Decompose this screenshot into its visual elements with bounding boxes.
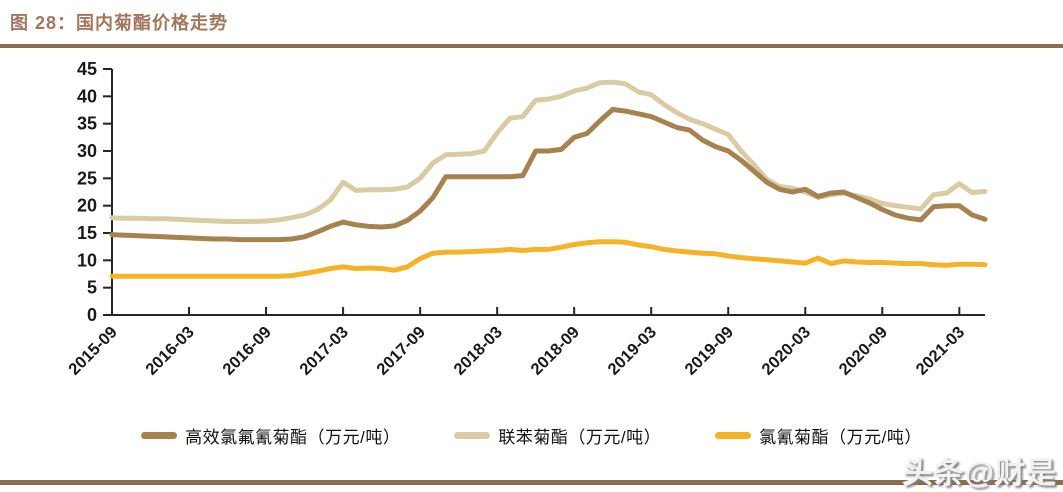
legend-label: 氯氰菊酯（万元/吨） xyxy=(759,427,922,447)
svg-text:2015-09: 2015-09 xyxy=(65,323,121,379)
legend-label: 高效氯氟氰菊酯（万元/吨） xyxy=(185,427,401,447)
svg-text:2019-03: 2019-03 xyxy=(604,323,660,379)
page-title: 图 28：国内菊酯价格走势 xyxy=(10,13,229,33)
svg-text:2018-09: 2018-09 xyxy=(527,323,583,379)
legend-swatch-yellow xyxy=(715,431,752,439)
legend-swatch-beige xyxy=(454,431,491,439)
svg-text:2017-03: 2017-03 xyxy=(296,323,352,379)
svg-text:25: 25 xyxy=(77,168,97,188)
svg-text:45: 45 xyxy=(77,59,97,79)
svg-text:30: 30 xyxy=(77,141,97,161)
svg-text:15: 15 xyxy=(77,223,97,243)
chart-legend: 高效氯氟氰菊酯（万元/吨） 联苯菊酯（万元/吨） 氯氰菊酯（万元/吨） xyxy=(0,416,1063,454)
legend-item-cypermethrin: 氯氰菊酯（万元/吨） xyxy=(715,423,922,448)
svg-text:40: 40 xyxy=(77,86,97,106)
svg-text:20: 20 xyxy=(77,196,97,216)
title-divider xyxy=(0,44,1063,48)
legend-swatch-brown xyxy=(141,431,178,439)
svg-text:2016-03: 2016-03 xyxy=(142,323,198,379)
svg-text:2018-03: 2018-03 xyxy=(450,323,506,379)
legend-item-lambda-cyhalothrin: 高效氯氟氰菊酯（万元/吨） xyxy=(141,423,400,448)
svg-text:2020-03: 2020-03 xyxy=(759,323,815,379)
chart-area: 0 5 10 15 20 25 30 35 40 45 2015-09 2016-03 2016-09 2… xyxy=(0,48,1063,414)
legend-label: 联苯菊酯（万元/吨） xyxy=(498,427,662,447)
svg-text:10: 10 xyxy=(77,250,97,270)
svg-text:0: 0 xyxy=(87,305,97,325)
watermark: 头条@财是 xyxy=(902,457,1057,490)
svg-text:35: 35 xyxy=(77,114,97,134)
svg-text:2019-09: 2019-09 xyxy=(682,323,738,379)
legend-item-bifenthrin: 联苯菊酯（万元/吨） xyxy=(454,423,661,448)
svg-text:2020-09: 2020-09 xyxy=(836,323,892,379)
svg-text:2016-09: 2016-09 xyxy=(219,323,275,379)
svg-text:2021-03: 2021-03 xyxy=(913,323,969,379)
bottom-divider xyxy=(0,480,1063,485)
price-line-chart: 0 5 10 15 20 25 30 35 40 45 2015-09 2016-03 2016-09 2… xyxy=(65,59,988,379)
svg-text:5: 5 xyxy=(87,278,97,298)
svg-text:2017-09: 2017-09 xyxy=(373,323,429,379)
